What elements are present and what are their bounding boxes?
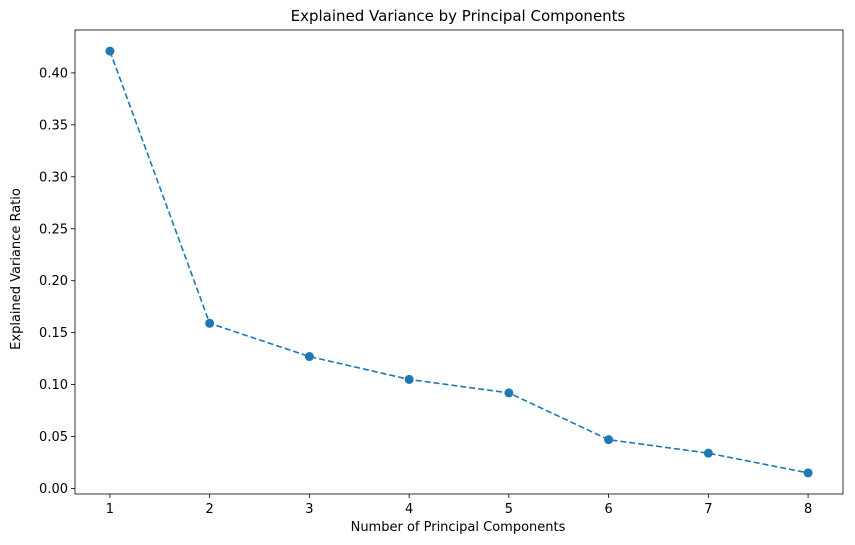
x-tick-label: 8 — [804, 502, 812, 517]
data-point — [105, 46, 115, 56]
y-tick-label: 0.20 — [39, 274, 68, 289]
x-tick-label: 1 — [106, 502, 114, 517]
y-axis: 0.00 0.05 0.10 0.15 0.20 0.25 0.30 0.35 0.40 — [39, 66, 75, 497]
x-tick-label: 3 — [305, 502, 313, 517]
x-tick-label: 7 — [704, 502, 712, 517]
data-point — [504, 388, 514, 398]
plot-area — [74, 29, 844, 495]
x-tick-label: 2 — [206, 502, 214, 517]
data-point — [404, 374, 414, 384]
x-tick-label: 6 — [604, 502, 612, 517]
y-tick-label: 0.10 — [39, 378, 68, 393]
series-line — [109, 50, 809, 474]
data-point — [205, 318, 215, 328]
data-point — [304, 352, 314, 362]
x-axis-title: Number of Principal Components — [351, 520, 566, 535]
data-point — [803, 468, 813, 478]
y-tick-label: 0.15 — [39, 326, 68, 341]
x-tick-label: 5 — [505, 502, 513, 517]
x-tick-label: 4 — [405, 502, 413, 517]
chart-title: Explained Variance by Principal Componen… — [291, 7, 626, 25]
y-axis-title: Explained Variance Ratio — [9, 188, 24, 350]
y-tick-label: 0.00 — [39, 482, 68, 497]
y-tick-label: 0.35 — [39, 118, 68, 133]
series-layer — [105, 46, 813, 478]
x-axis: 1 2 3 4 5 6 7 8 — [106, 494, 812, 517]
y-tick-label: 0.40 — [39, 66, 68, 81]
y-tick-label: 0.05 — [39, 430, 68, 445]
y-tick-label: 0.30 — [39, 170, 68, 185]
data-point — [604, 435, 614, 445]
y-tick-label: 0.25 — [39, 222, 68, 237]
data-point — [703, 448, 713, 458]
plot-frame — [74, 29, 844, 495]
